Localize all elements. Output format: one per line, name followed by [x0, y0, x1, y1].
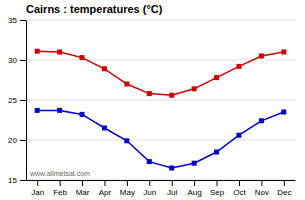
- marker: [214, 75, 219, 80]
- x-tick: Nov: [255, 180, 269, 197]
- x-tick-mark: [217, 180, 218, 186]
- x-tick: Jun: [143, 180, 156, 197]
- x-tick-label: Apr: [99, 188, 112, 197]
- x-tick-mark: [284, 180, 285, 186]
- x-tick: Feb: [53, 180, 67, 197]
- marker: [102, 66, 107, 71]
- x-tick: Apr: [99, 180, 112, 197]
- y-tick: 35: [8, 16, 26, 25]
- y-tick-label: 35: [8, 16, 17, 25]
- x-tick-mark: [104, 180, 105, 186]
- marker: [35, 108, 40, 113]
- y-tick-mark: [20, 140, 26, 141]
- series: [35, 108, 287, 171]
- x-tick-mark: [149, 180, 150, 186]
- y-tick-label: 30: [8, 56, 17, 65]
- marker: [57, 108, 62, 113]
- y-axis-line: [26, 21, 27, 181]
- y-tick: 15: [8, 176, 26, 185]
- x-tick: May: [120, 180, 135, 197]
- x-tick: Jul: [167, 180, 177, 197]
- marker: [35, 49, 40, 54]
- x-tick-label: Aug: [188, 188, 202, 197]
- marker: [192, 161, 197, 166]
- series-group: [35, 49, 287, 171]
- x-tick-mark: [239, 180, 240, 186]
- x-tick-mark: [37, 180, 38, 186]
- y-tick-mark: [20, 20, 26, 21]
- x-tick: Oct: [233, 180, 246, 197]
- x-tick: Aug: [188, 180, 202, 197]
- grid-line: [26, 180, 295, 181]
- annotation: www.allmetsat.com: [29, 170, 90, 177]
- grid: [26, 20, 295, 180]
- marker: [259, 118, 264, 123]
- marker: [57, 50, 62, 55]
- y-tick: 30: [8, 56, 26, 65]
- title: Cairns : temperatures (°C): [26, 3, 163, 15]
- grid-line: [26, 100, 295, 101]
- x-tick: Sep: [210, 180, 225, 197]
- x-tick-mark: [60, 180, 61, 186]
- x-tick-mark: [82, 180, 83, 186]
- x-tick-mark: [172, 180, 173, 186]
- x-tick-label: Jun: [143, 188, 156, 197]
- x-tick-label: May: [120, 188, 135, 197]
- y-tick-label: 20: [8, 136, 17, 145]
- x-tick: Jan: [31, 180, 44, 197]
- marker: [80, 112, 85, 117]
- y-axis: 15 20 25 30 35: [8, 16, 26, 185]
- marker: [80, 55, 85, 60]
- marker: [102, 126, 107, 131]
- y-tick: 20: [8, 136, 26, 145]
- marker: [169, 166, 174, 171]
- marker: [259, 54, 264, 59]
- marker: [147, 91, 152, 96]
- marker: [214, 150, 219, 155]
- x-tick-label: Feb: [53, 188, 67, 197]
- y-tick: 25: [8, 96, 26, 105]
- x-tick-label: Jan: [31, 188, 44, 197]
- x-tick-label: Sep: [210, 188, 225, 197]
- x-tick-label: Dec: [277, 188, 291, 197]
- marker: [169, 93, 174, 98]
- x-axis-line: [27, 180, 296, 181]
- marker: [124, 138, 129, 143]
- y-tick-label: 15: [8, 176, 17, 185]
- marker: [236, 133, 241, 138]
- marker: [192, 86, 197, 91]
- y-tick-label: 25: [8, 96, 17, 105]
- marker: [281, 110, 286, 115]
- x-tick-mark: [261, 180, 262, 186]
- y-tick-mark: [20, 60, 26, 61]
- x-tick-mark: [194, 180, 195, 186]
- line: [37, 110, 284, 168]
- x-tick-mark: [127, 180, 128, 186]
- x-tick: Mar: [76, 180, 90, 197]
- marker: [236, 64, 241, 69]
- x-tick-label: Mar: [76, 188, 90, 197]
- x-tick-label: Jul: [167, 188, 177, 197]
- marker: [281, 50, 286, 55]
- y-tick-mark: [20, 180, 26, 181]
- x-tick-label: Oct: [233, 188, 246, 197]
- x-axis: Jan Feb Mar Apr May Jun Jul Aug Sep Oct Nov Dec: [27, 180, 296, 197]
- marker: [124, 82, 129, 87]
- grid-line: [26, 140, 295, 141]
- y-tick-mark: [20, 100, 26, 101]
- plot: 15 20 25 30 35 Jan Feb Mar Apr May Jun Jul Aug Sep Oct…: [8, 16, 295, 197]
- marker: [147, 159, 152, 164]
- line: [37, 51, 284, 95]
- chart: 15 20 25 30 35 Jan Feb Mar Apr May Jun Jul Aug Sep Oct…: [0, 0, 305, 200]
- series: [35, 49, 287, 98]
- x-tick: Dec: [277, 180, 291, 197]
- x-tick-label: Nov: [255, 188, 269, 197]
- grid-line: [26, 20, 295, 21]
